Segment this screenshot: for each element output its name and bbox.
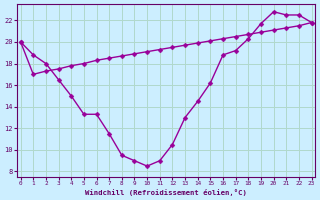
X-axis label: Windchill (Refroidissement éolien,°C): Windchill (Refroidissement éolien,°C) bbox=[85, 189, 247, 196]
